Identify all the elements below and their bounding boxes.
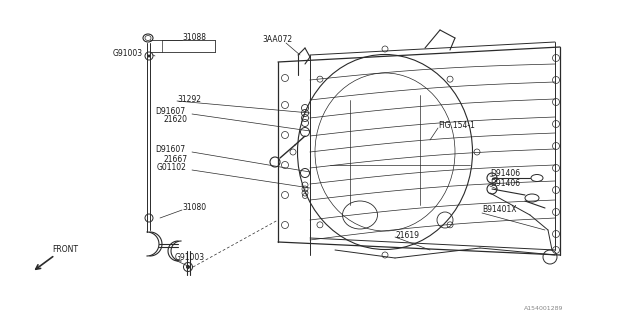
Text: 3AA072: 3AA072 [262, 36, 292, 44]
Text: 31292: 31292 [177, 94, 201, 103]
Text: D91406: D91406 [490, 170, 520, 179]
Text: 31088: 31088 [182, 34, 206, 43]
Circle shape [186, 265, 190, 269]
Text: D91406: D91406 [490, 180, 520, 188]
Text: A154001289: A154001289 [524, 306, 563, 310]
Text: G01102: G01102 [157, 164, 187, 172]
Text: G91003: G91003 [113, 50, 143, 59]
Text: G91003: G91003 [175, 253, 205, 262]
Text: FIG.154-1: FIG.154-1 [438, 122, 475, 131]
Text: FRONT: FRONT [52, 245, 78, 254]
Text: 21619: 21619 [395, 230, 419, 239]
Text: D91607: D91607 [155, 107, 185, 116]
Text: B91401X: B91401X [482, 205, 516, 214]
Text: D91607: D91607 [155, 145, 185, 154]
Circle shape [147, 54, 150, 58]
Text: 21620: 21620 [163, 116, 187, 124]
Text: 31080: 31080 [182, 203, 206, 212]
Text: 21667: 21667 [163, 155, 187, 164]
